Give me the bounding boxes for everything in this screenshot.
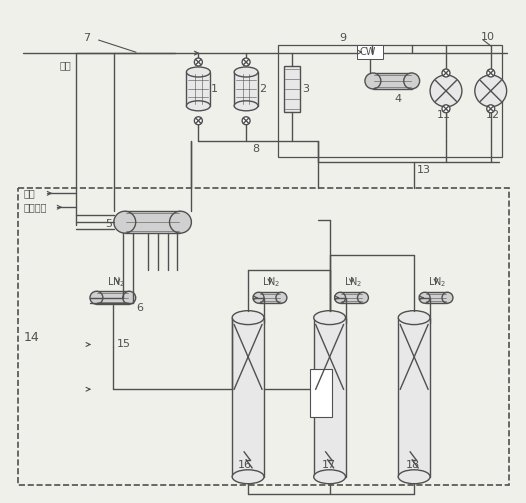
Bar [96,291,129,304]
Ellipse shape [475,75,507,107]
Ellipse shape [398,311,430,324]
Text: 9: 9 [340,33,347,43]
Text: 3: 3 [302,84,309,94]
Text: 6: 6 [137,303,144,313]
Text: 16: 16 [238,460,252,470]
Text: LN$_2$: LN$_2$ [262,275,280,289]
Ellipse shape [398,470,430,484]
Ellipse shape [186,101,210,111]
Ellipse shape [186,67,210,77]
Bar [313,317,346,477]
Ellipse shape [404,73,420,89]
Bar [278,45,502,156]
Bar [310,369,331,417]
Text: 8: 8 [252,143,259,153]
Text: 11: 11 [437,110,451,120]
Ellipse shape [232,470,264,484]
Text: 1: 1 [211,84,218,94]
Ellipse shape [313,311,346,324]
Ellipse shape [253,292,264,303]
Ellipse shape [358,292,368,303]
Ellipse shape [242,117,250,125]
Ellipse shape [234,101,258,111]
Text: 10: 10 [481,32,495,42]
Ellipse shape [232,311,264,324]
Bar [424,292,448,303]
Text: LN$_2$: LN$_2$ [107,275,125,289]
Text: 17: 17 [322,460,336,470]
Text: 12: 12 [486,110,500,120]
Ellipse shape [365,73,381,89]
Text: LN$_2$: LN$_2$ [343,275,362,289]
Ellipse shape [195,117,203,125]
Bar [125,211,180,233]
Ellipse shape [169,211,191,233]
Text: 液态循空: 液态循空 [23,202,47,212]
Bar [373,73,412,89]
Bar [232,317,264,477]
Text: 13: 13 [417,165,431,176]
Ellipse shape [90,291,103,304]
Ellipse shape [487,105,495,113]
Ellipse shape [442,292,453,303]
Ellipse shape [419,292,430,303]
Text: 7: 7 [83,33,90,43]
Ellipse shape [430,75,462,107]
Ellipse shape [242,58,250,66]
Ellipse shape [123,291,136,304]
Bar [258,292,281,303]
Bar [186,72,210,106]
Text: 4: 4 [394,94,401,104]
Bar [284,66,300,112]
Ellipse shape [114,211,136,233]
Ellipse shape [442,105,450,113]
Ellipse shape [313,470,346,484]
Bar [234,72,258,106]
Text: 18: 18 [406,460,420,470]
Ellipse shape [234,67,258,77]
Text: CW: CW [359,47,376,57]
Text: 2: 2 [259,84,266,94]
Bar [340,292,363,303]
Bar [358,45,383,59]
Bar [398,317,430,477]
Text: LN$_2$: LN$_2$ [428,275,447,289]
Text: 循空: 循空 [23,188,35,198]
Ellipse shape [335,292,346,303]
Ellipse shape [442,69,450,77]
Bar [18,188,509,485]
Text: 14: 14 [23,331,39,344]
Text: 15: 15 [117,340,131,350]
Ellipse shape [276,292,287,303]
Ellipse shape [487,69,495,77]
Text: 5: 5 [105,219,112,229]
Ellipse shape [195,58,203,66]
Text: 产品: 产品 [59,60,71,70]
